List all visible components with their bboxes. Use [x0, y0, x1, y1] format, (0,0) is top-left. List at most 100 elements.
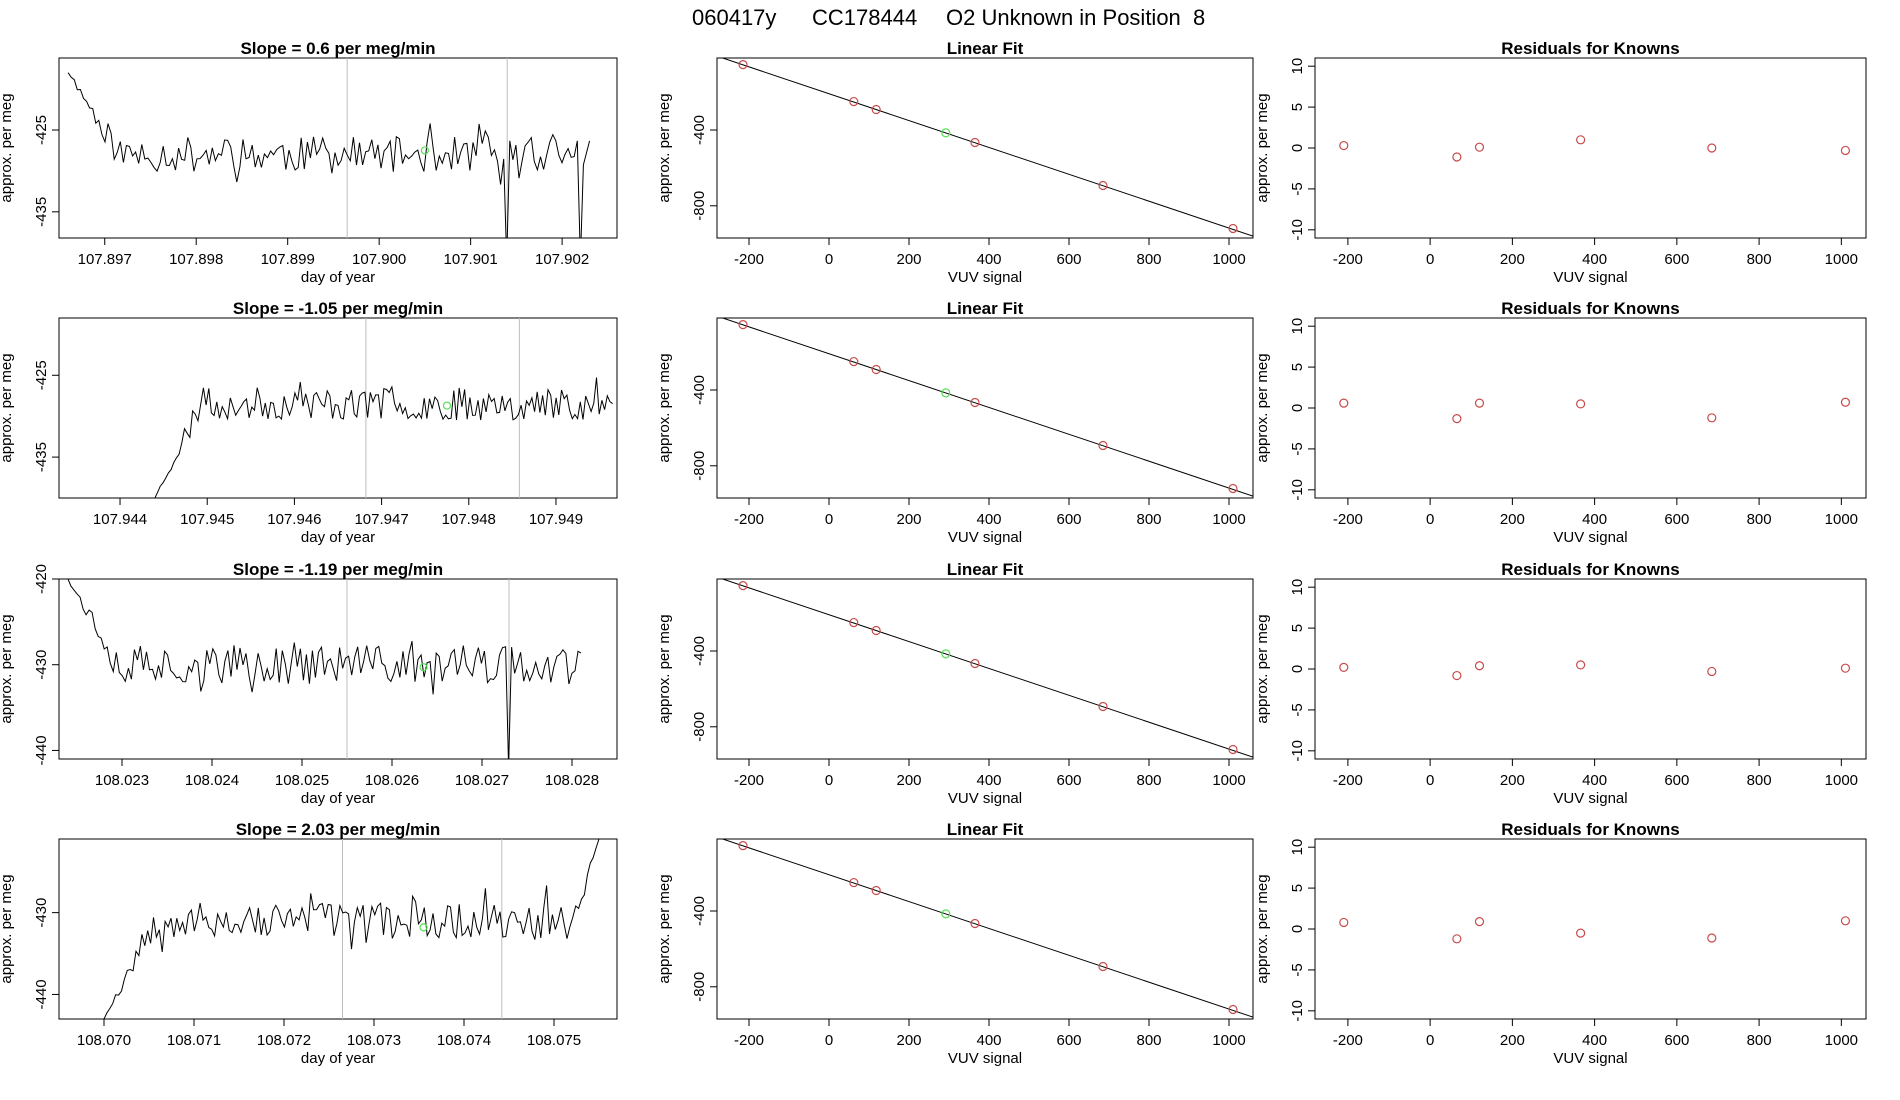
plot-frame [716, 838, 1254, 1020]
panel-fit-0: Linear Fit -200 0 200 400 600 800 1000 VUV signa… [656, 39, 1254, 286]
plot-area [154, 318, 613, 498]
x-tick-label: 107.946 [267, 511, 321, 528]
panel-residuals-2: Residuals for Knowns-200 0 200 400 600 800 100… [1254, 560, 1867, 807]
x-axis-label: day of year [301, 1050, 375, 1067]
x-tick-label: 107.949 [529, 511, 583, 528]
fit-line [721, 58, 1253, 237]
unknown-point [941, 649, 951, 659]
y-tick-label: -800 [691, 712, 708, 742]
y-tick-label: -5 [1289, 963, 1306, 976]
x-tick-label: 600 [1056, 251, 1081, 268]
y-tick-label: -800 [691, 972, 708, 1002]
plot-frame [716, 317, 1254, 499]
known-point [849, 356, 859, 367]
y-tick-label: 10 [1289, 58, 1306, 75]
x-axis-label: VUV signal [948, 529, 1022, 546]
x-tick-label: 800 [1136, 251, 1161, 268]
y-tick-label: 0 [1289, 665, 1306, 673]
x-tick-label: 400 [1582, 1032, 1607, 1049]
plot-area [67, 58, 591, 238]
x-axis-label: VUV signal [1553, 1050, 1627, 1067]
x-tick-label: 107.944 [93, 511, 147, 528]
known-point [970, 658, 980, 669]
plot-area [721, 839, 1253, 1018]
known-point [970, 397, 980, 408]
x-tick-label: 400 [976, 1032, 1001, 1049]
y-axis-label: approx. per meg [0, 353, 15, 462]
plot-area [721, 579, 1253, 758]
x-tick-label: 1000 [1212, 772, 1245, 789]
residual-point [1840, 663, 1851, 673]
panel-title: Residuals for Knowns [1501, 820, 1680, 839]
x-tick-label: 400 [1582, 772, 1607, 789]
known-point [738, 841, 748, 851]
x-tick-label: 108.028 [545, 772, 599, 789]
plot-area [67, 579, 582, 759]
plot-frame [716, 57, 1254, 239]
x-axis-label: VUV signal [948, 1050, 1022, 1067]
x-tick-label: 108.071 [167, 1032, 221, 1049]
panel-title: Linear Fit [947, 299, 1024, 318]
x-tick-label: 200 [1500, 251, 1525, 268]
x-tick-label: 600 [1664, 772, 1689, 789]
known-point [871, 885, 881, 896]
plot-frame [1314, 578, 1867, 760]
y-tick-label: -10 [1289, 1000, 1306, 1022]
panel-title: Linear Fit [947, 820, 1024, 839]
residual-point [1707, 143, 1717, 153]
panel-timeseries-3: Slope = 2.03 per meg/min 108.070 108.071 10… [0, 820, 618, 1067]
x-tick-label: 107.897 [78, 251, 132, 268]
known-point [1098, 701, 1108, 712]
unknown-point [941, 388, 951, 398]
known-point [849, 96, 859, 107]
known-point [849, 877, 859, 888]
x-axis-label: day of year [301, 529, 375, 546]
x-tick-label: 600 [1056, 772, 1081, 789]
y-tick-label: -800 [691, 451, 708, 481]
residual-point [1452, 934, 1462, 944]
plot-area [721, 318, 1253, 497]
x-tick-label: 200 [896, 511, 921, 528]
x-tick-label: -200 [734, 772, 764, 789]
y-axis-label: approx. per meg [0, 614, 15, 723]
x-axis-label: VUV signal [1553, 269, 1627, 286]
panel-title: Linear Fit [947, 39, 1024, 58]
x-tick-label: 108.074 [437, 1032, 491, 1049]
x-tick-label: -200 [1333, 1032, 1363, 1049]
x-tick-label: 800 [1136, 511, 1161, 528]
y-tick-label: 5 [1289, 624, 1306, 632]
x-tick-label: -200 [1333, 511, 1363, 528]
panel-title: Slope = -1.19 per meg/min [233, 560, 443, 579]
x-tick-label: 600 [1056, 1032, 1081, 1049]
residual-point [1576, 399, 1586, 409]
x-tick-label: 107.948 [442, 511, 496, 528]
x-tick-label: 108.027 [455, 772, 509, 789]
residual-point [1452, 414, 1462, 424]
panel-title: Residuals for Knowns [1501, 560, 1680, 579]
y-axis-label: approx. per meg [656, 93, 673, 202]
residual-point [1707, 933, 1717, 943]
y-tick-label: -425 [33, 360, 50, 390]
y-tick-label: -440 [33, 979, 50, 1009]
y-tick-label: 5 [1289, 363, 1306, 371]
x-axis-label: VUV signal [948, 790, 1022, 807]
x-tick-label: 200 [896, 1032, 921, 1049]
series-line [154, 377, 613, 498]
x-tick-label: 108.023 [95, 772, 149, 789]
residual-point [1840, 397, 1851, 407]
x-tick-label: 108.026 [365, 772, 419, 789]
y-tick-label: -430 [33, 650, 50, 680]
x-tick-label: 107.945 [180, 511, 234, 528]
plot-area [1339, 397, 1851, 424]
x-tick-label: 107.899 [261, 251, 315, 268]
y-axis-label: approx. per meg [656, 614, 673, 723]
fit-line [721, 318, 1253, 497]
plot-area [103, 839, 600, 1019]
x-tick-label: 0 [825, 772, 833, 789]
x-tick-label: -200 [734, 251, 764, 268]
x-tick-label: 108.075 [527, 1032, 581, 1049]
y-tick-label: -5 [1289, 182, 1306, 195]
known-point [1228, 744, 1238, 755]
x-tick-label: 107.901 [444, 251, 498, 268]
